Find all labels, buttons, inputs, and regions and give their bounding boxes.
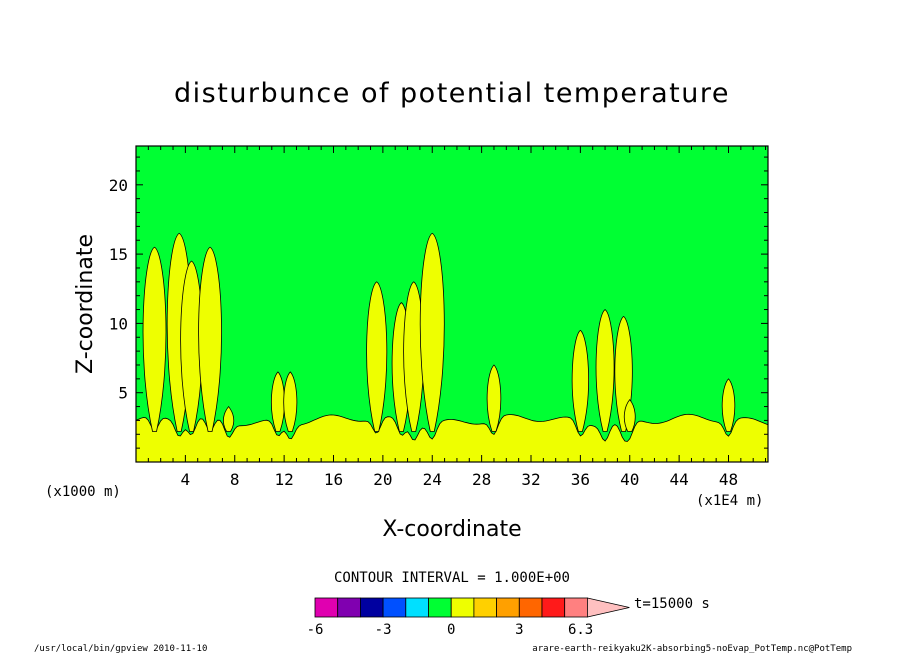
colorbar-swatch — [473, 597, 497, 618]
x-tick-label: 48 — [719, 470, 738, 489]
colorbar: -6 -3 0 3 6.3 — [307, 597, 630, 638]
footer-left: /usr/local/bin/gpview 2010-11-10 — [34, 644, 207, 654]
colorbar-tick-label: -6 — [307, 622, 324, 638]
thermal-plume-5 — [222, 405, 235, 432]
footer-right: arare-earth-reikyaku2K-absorbing5-noEvap… — [532, 644, 852, 654]
disturbance-fills — [135, 232, 769, 463]
contour-interval-label: CONTOUR INTERVAL = 1.000E+00 — [334, 570, 570, 586]
x-axis-title: X-coordinate — [382, 517, 521, 542]
y-tick-label: 20 — [109, 176, 128, 195]
thermal-plume-6 — [270, 371, 285, 432]
surface-cold-pool — [135, 413, 769, 463]
x-tick-label: 4 — [181, 470, 191, 489]
thermal-plume-11 — [419, 232, 445, 432]
y-tick-label: 15 — [109, 245, 128, 264]
x-unit-label: (x1E4 m) — [696, 493, 763, 509]
y-tick-label: 5 — [118, 384, 128, 403]
plot-area — [135, 145, 769, 463]
thermal-plume-16 — [623, 399, 636, 432]
y-tick-label: 10 — [109, 314, 128, 333]
colorbar-swatch — [450, 597, 475, 618]
colorbar-tick-label: 6.3 — [568, 622, 593, 638]
thermal-plume-14 — [595, 309, 615, 432]
y-axis: 5 10 15 20 — [109, 156, 768, 449]
colorbar-swatch — [337, 597, 361, 618]
x-tick-label: 12 — [274, 470, 293, 489]
thermal-plume-8 — [366, 281, 388, 432]
thermal-plume-12 — [486, 364, 502, 432]
thermal-plume-7 — [283, 371, 298, 432]
x-tick-label: 8 — [230, 470, 240, 489]
x-axis: 4 8 12 16 20 24 28 32 36 40 44 48 — [147, 146, 767, 489]
x-tick-label: 32 — [521, 470, 540, 489]
colorbar-swatch — [541, 597, 566, 618]
colorbar-swatch — [359, 597, 384, 618]
y-unit-label: (x1000 m) — [45, 484, 121, 500]
colorbar-swatch — [405, 597, 429, 618]
colorbar-tick-label: 0 — [447, 622, 455, 638]
colorbar-swatch — [518, 597, 543, 618]
x-tick-label: 44 — [669, 470, 688, 489]
x-tick-label: 28 — [472, 470, 491, 489]
y-axis-title: Z-coordinate — [73, 234, 98, 374]
colorbar-swatch — [428, 597, 452, 618]
plot-frame — [135, 145, 769, 463]
colorbar-tick-label: 3 — [515, 622, 523, 638]
colorbar-tick-label: -3 — [375, 622, 392, 638]
colorbar-swatch — [496, 597, 520, 618]
chart-title: disturbunce of potential temperature — [174, 78, 730, 109]
x-tick-label: 40 — [620, 470, 639, 489]
x-tick-label: 16 — [324, 470, 343, 489]
colorbar-swatch — [382, 597, 407, 618]
thermal-plume-13 — [571, 329, 589, 432]
x-tick-label: 24 — [423, 470, 442, 489]
background-field — [136, 146, 768, 462]
colorbar-swatch — [314, 597, 339, 618]
thermal-plume-10 — [403, 281, 425, 432]
colorbar-swatch — [564, 597, 588, 618]
thermal-plume-17 — [721, 378, 736, 432]
x-tick-label: 20 — [373, 470, 392, 489]
x-tick-label: 36 — [571, 470, 590, 489]
colorbar-arrow — [587, 597, 630, 618]
thermal-plume-1 — [142, 246, 167, 432]
thermal-plume-4 — [198, 246, 222, 432]
time-label: t=15000 s — [634, 596, 710, 612]
